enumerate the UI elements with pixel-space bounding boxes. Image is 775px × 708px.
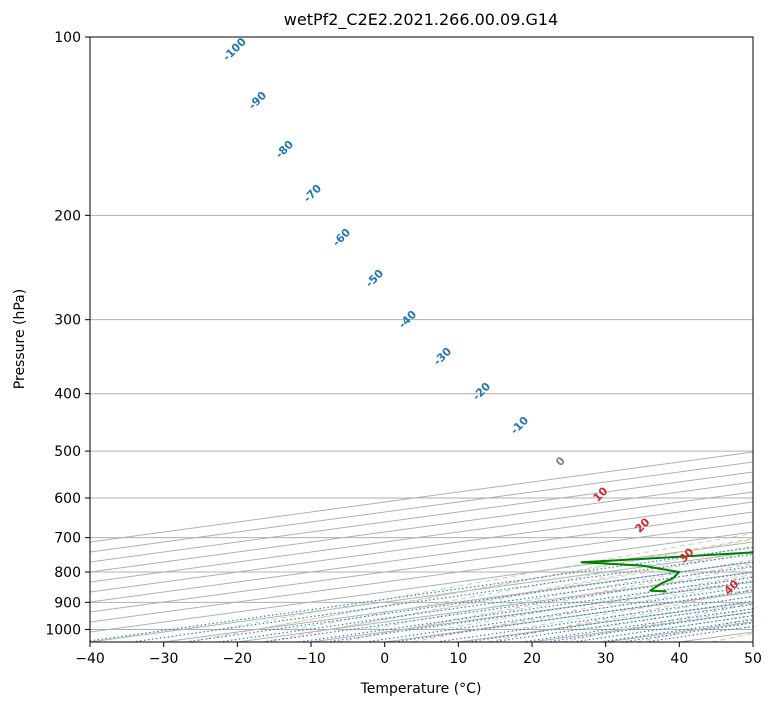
moist-adiabat-line xyxy=(256,538,753,630)
moist-adiabat-label: 0 xyxy=(553,454,568,469)
dry-adiabat-line xyxy=(487,589,753,642)
x-tick-label: −10 xyxy=(296,651,326,667)
dry-adiabat-line xyxy=(412,575,753,642)
dry-adiabat-label: -70 xyxy=(301,182,324,205)
isotherm-line xyxy=(90,521,753,613)
x-tick-label: 50 xyxy=(744,651,762,667)
dry-adiabat-label: -80 xyxy=(273,138,296,161)
isotherm-line xyxy=(310,581,753,642)
isotherm-line xyxy=(752,641,753,642)
grid-layer xyxy=(90,37,753,642)
ticks-layer: −40 −30 −20 −10 0 10 20 30 40 5010020030040050060… xyxy=(45,30,762,667)
dry-adiabat-label: -60 xyxy=(330,226,353,249)
y-tick-label: 800 xyxy=(54,565,81,581)
mixing-ratio-line xyxy=(131,553,753,642)
x-tick-label: 10 xyxy=(449,651,467,667)
y-tick-label: 200 xyxy=(54,208,81,224)
y-tick-label: 700 xyxy=(54,531,81,547)
isotherm-line xyxy=(384,591,753,642)
mixing-ratio-line xyxy=(90,546,753,642)
mixing-ratio-line xyxy=(522,608,753,642)
moist-adiabat-line xyxy=(661,614,753,630)
x-tick-label: 30 xyxy=(597,651,615,667)
moist-adiabat-line xyxy=(366,559,753,630)
mixing-ratio-line xyxy=(436,595,753,642)
isotherm-line xyxy=(90,451,753,543)
x-tick-label: −30 xyxy=(149,651,179,667)
dry-adiabat-label: -10 xyxy=(508,414,531,437)
dry-adiabat-line xyxy=(636,617,753,642)
y-tick-label: 500 xyxy=(54,444,81,460)
dry-adiabat-line xyxy=(263,550,753,642)
dry-adiabat-label: -100 xyxy=(220,35,249,64)
moist-adiabat-line xyxy=(440,573,753,630)
isotherm-line xyxy=(90,551,753,642)
moist-adiabat-label: 30 xyxy=(677,545,697,565)
y-tick-label: 400 xyxy=(54,387,81,403)
x-tick-label: 0 xyxy=(380,651,389,667)
moist-adiabat-line xyxy=(329,552,753,630)
moist-adiabat-line xyxy=(403,566,753,630)
series-layer xyxy=(580,551,753,593)
moist-adiabat-line xyxy=(513,588,753,630)
y-tick-label: 300 xyxy=(54,313,81,329)
moist-adiabat-label: 40 xyxy=(722,577,742,597)
x-tick-label: 20 xyxy=(523,651,541,667)
isotherm-line xyxy=(90,481,753,573)
mixing-ratio-line xyxy=(645,625,753,642)
isotherm-line xyxy=(90,491,753,583)
isotherm-line xyxy=(679,631,753,642)
isotherm-line xyxy=(90,501,753,593)
y-tick-label: 600 xyxy=(54,491,81,507)
moist-adiabat-line xyxy=(624,608,753,630)
y-tick-label: 1000 xyxy=(45,622,81,638)
dry-adiabat-label: -90 xyxy=(246,89,269,112)
dry-adiabat-label: -50 xyxy=(363,267,386,290)
dry-adiabat-label: -20 xyxy=(470,380,493,403)
mixing-ratio-line xyxy=(492,603,753,642)
isotherm-line xyxy=(90,471,753,563)
isotherm-line xyxy=(90,531,753,623)
y-axis-label: Pressure (hPa) xyxy=(12,289,28,389)
mixing-ratio-line xyxy=(467,600,753,642)
x-axis-label: Temperature (°C) xyxy=(360,681,482,697)
isotherm-line xyxy=(90,511,753,603)
dry-adiabat-line xyxy=(338,562,753,642)
plot-frame xyxy=(89,36,754,643)
moist-adiabat-line xyxy=(219,532,753,630)
dewpoint-profile-line xyxy=(580,551,753,593)
chart-title: wetPf2_C2E2.2021.266.00.09.G14 xyxy=(284,10,558,30)
x-tick-label: −40 xyxy=(75,651,105,667)
x-tick-label: −20 xyxy=(223,651,253,667)
y-tick-label: 900 xyxy=(54,595,81,611)
dry-adiabat-label: -30 xyxy=(431,345,454,368)
moist-adiabat-line xyxy=(477,581,753,630)
isotherm-line xyxy=(90,541,753,633)
dry-adiabat-label: -40 xyxy=(396,308,419,331)
mixing-ratio-line xyxy=(185,561,753,642)
mixing-ratio-line xyxy=(546,611,753,642)
dry-adiabat-line xyxy=(562,603,753,642)
moist-adiabat-line xyxy=(292,545,753,630)
y-tick-label: 100 xyxy=(54,30,81,46)
x-tick-label: 40 xyxy=(670,651,688,667)
isotherm-line xyxy=(90,461,753,553)
